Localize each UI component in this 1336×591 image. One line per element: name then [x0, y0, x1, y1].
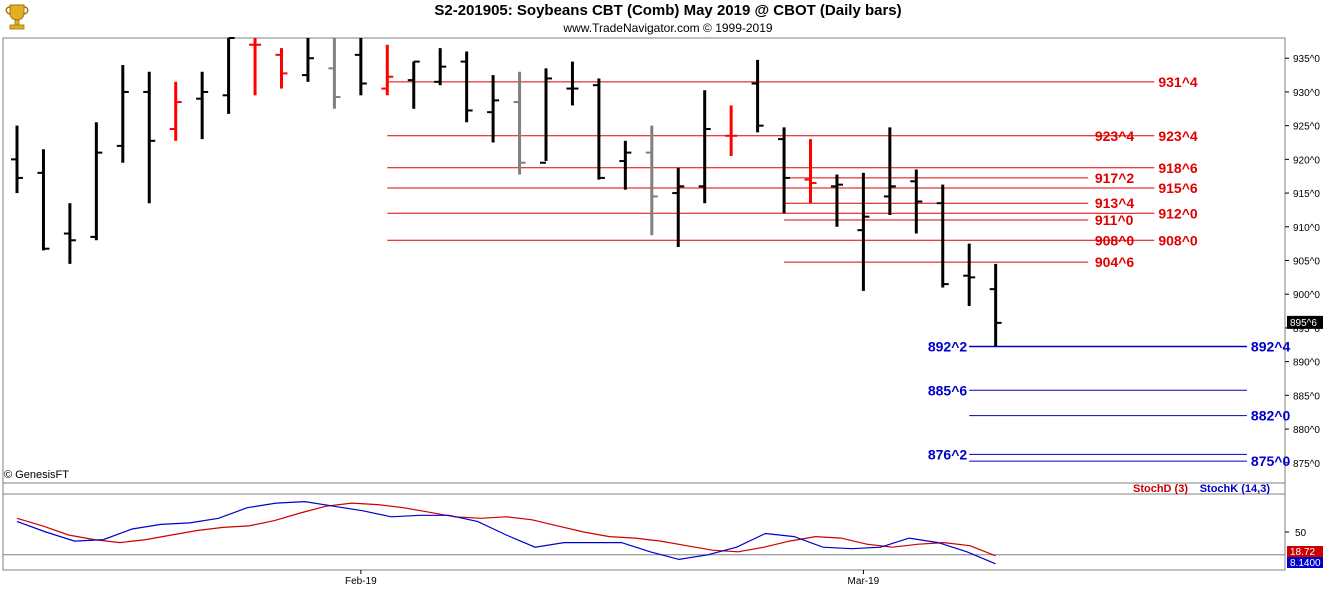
price-panel-frame	[2, 37, 1286, 484]
date-label: Mar-19	[848, 576, 880, 587]
price-level-label: 913^4	[1095, 195, 1135, 211]
trophy-logo-icon	[2, 1, 32, 33]
last-price-label: 895^6	[1290, 318, 1317, 329]
price-tick-label: 915^0	[1293, 189, 1320, 200]
price-level-label: 918^6	[1158, 160, 1198, 176]
stochd-last-box	[1287, 546, 1323, 557]
chart-subtitle: www.TradeNavigator.com © 1999-2019	[563, 21, 773, 35]
price-level-label: 908^0	[1095, 232, 1135, 248]
date-axis: Feb-19 Mar-19	[345, 570, 880, 587]
price-tick-label: 930^0	[1293, 88, 1320, 99]
price-level-label: 876^2	[928, 446, 968, 462]
price-level-label: 892^4	[1251, 338, 1291, 354]
legend-stochd: StochD (3)	[1133, 483, 1188, 495]
price-level-label: 912^0	[1158, 205, 1198, 221]
stochd-line	[16, 502, 996, 557]
price-level-label: 875^0	[1251, 453, 1291, 469]
price-tick-label: 880^0	[1293, 425, 1320, 436]
last-price-box	[1287, 315, 1323, 329]
price-levels: 931^4 923^4 923^4 918^6 917^2 915^6 913^4 912^0…	[387, 74, 1290, 469]
copyright-label: © GenesisFT	[4, 469, 69, 481]
price-level-label: 908^0	[1158, 232, 1198, 248]
stochastic-panel: StochD (3) StochK (14,3) 50 18.728.1400	[3, 483, 1323, 569]
price-axis: 935^0 930^0 925^0 920^0 915^0 910^0 905^0 900^0…	[1285, 54, 1323, 470]
price-level-label: 885^6	[928, 382, 968, 398]
price-level-label: 915^6	[1158, 180, 1198, 196]
price-level-label: 923^4	[1095, 128, 1135, 144]
price-level-label: 904^6	[1095, 254, 1135, 270]
stochk-line	[16, 500, 996, 565]
price-tick-label: 890^0	[1293, 358, 1320, 369]
date-label: Feb-19	[345, 576, 377, 587]
chart-title: S2-201905: Soybeans CBT (Comb) May 2019 …	[434, 2, 902, 19]
stochk-last-label: 8.1400	[1290, 558, 1321, 569]
legend-stochk: StochK (14,3)	[1200, 483, 1271, 495]
price-level-label: 917^2	[1095, 170, 1135, 186]
price-bars	[11, 37, 1002, 347]
price-tick-label: 875^0	[1293, 459, 1320, 470]
price-tick-label: 895^0	[1293, 324, 1320, 335]
price-tick-label: 900^0	[1293, 290, 1320, 301]
price-tick-label: 925^0	[1293, 122, 1320, 133]
stochk-last-box	[1287, 557, 1323, 568]
price-tick-label: 920^0	[1293, 155, 1320, 166]
price-tick-label: 935^0	[1293, 54, 1320, 65]
stochastic-panel-frame	[2, 482, 1286, 571]
price-level-label: 882^0	[1251, 408, 1291, 424]
price-tick-label: 910^0	[1293, 223, 1320, 234]
price-level-label: 892^2	[928, 338, 968, 354]
price-tick-label: 905^0	[1293, 257, 1320, 268]
stochastic-tick-label: 50	[1295, 528, 1307, 539]
price-level-label: 911^0	[1095, 212, 1134, 228]
price-level-label: 931^4	[1158, 74, 1198, 90]
stochd-last-label: 18.72	[1290, 547, 1315, 558]
price-tick-label: 885^0	[1293, 391, 1320, 402]
price-level-label: 923^4	[1158, 128, 1198, 144]
